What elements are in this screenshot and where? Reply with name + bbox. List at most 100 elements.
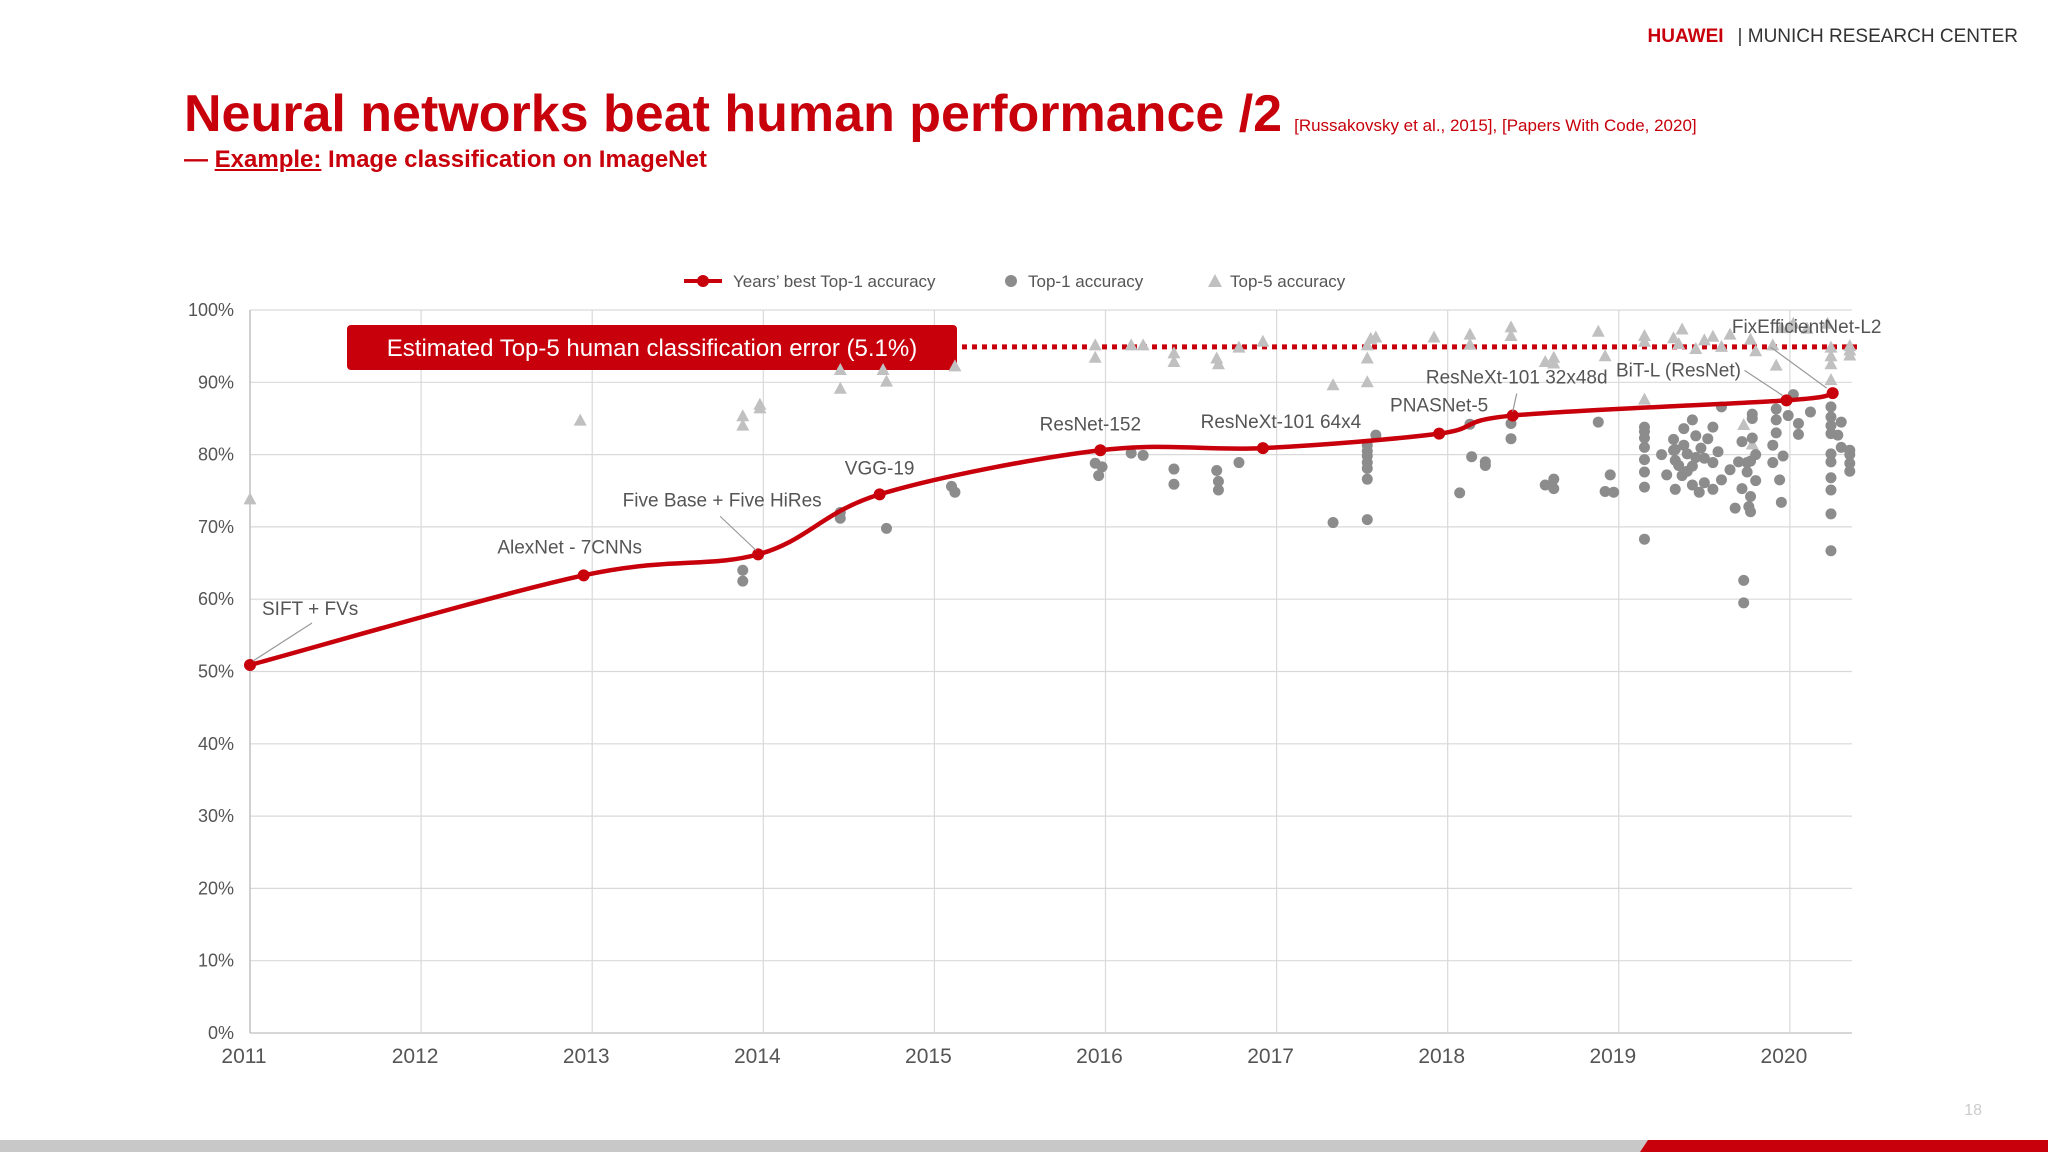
slide-title: Neural networks beat human performance /… bbox=[184, 85, 1283, 143]
top5-point bbox=[1824, 373, 1838, 386]
best-top1-point bbox=[244, 658, 256, 671]
top1-point bbox=[1792, 428, 1804, 440]
model-annotation-label: ResNet-152 bbox=[1040, 414, 1141, 435]
best-top1-point bbox=[752, 548, 765, 561]
top5-point bbox=[1124, 338, 1138, 351]
best-top1-point bbox=[1780, 394, 1793, 407]
top5-point bbox=[1504, 320, 1518, 333]
top1-point bbox=[1825, 472, 1837, 484]
top1-point bbox=[1767, 439, 1779, 451]
top1-point bbox=[737, 564, 749, 576]
y-tick-label: 70% bbox=[198, 517, 234, 537]
top5-point bbox=[833, 363, 847, 376]
top1-point bbox=[1479, 459, 1491, 471]
top1-point bbox=[1548, 473, 1560, 485]
annotation-leader bbox=[1770, 346, 1828, 389]
top1-point bbox=[1745, 455, 1757, 467]
top1-point bbox=[1775, 496, 1787, 508]
y-tick-label: 90% bbox=[198, 372, 234, 392]
top1-point bbox=[1707, 457, 1719, 469]
top1-point bbox=[1693, 486, 1705, 498]
top1-point bbox=[1750, 475, 1762, 487]
top5-point bbox=[1088, 350, 1102, 363]
top1-point bbox=[1168, 463, 1180, 475]
top1-point bbox=[1638, 441, 1650, 453]
org-name: | MUNICH RESEARCH CENTER bbox=[1737, 26, 2018, 47]
top5-point bbox=[1824, 340, 1838, 353]
y-tick-label: 80% bbox=[198, 445, 234, 465]
x-tick-label: 2012 bbox=[392, 1045, 439, 1068]
top5-point bbox=[1697, 333, 1711, 346]
top1-point bbox=[1212, 475, 1224, 487]
top1-point bbox=[1707, 421, 1719, 433]
top1-point bbox=[1825, 411, 1837, 423]
subtitle-example-label: Example: bbox=[214, 146, 322, 173]
subtitle-text: Image classification on ImageNet bbox=[321, 146, 707, 173]
footer-bar bbox=[0, 1140, 2048, 1152]
top1-point bbox=[1125, 447, 1137, 459]
y-tick-label: 40% bbox=[198, 734, 234, 754]
brand-header: HUAWEI | MUNICH RESEARCH CENTER bbox=[1648, 26, 2018, 48]
top5-point bbox=[1667, 331, 1681, 344]
top5-point bbox=[1637, 329, 1651, 342]
best-top1-point bbox=[873, 488, 886, 501]
top5-point bbox=[1088, 338, 1102, 351]
top1-point bbox=[1638, 481, 1650, 493]
x-tick-label: 2011 bbox=[221, 1045, 266, 1068]
top1-point bbox=[1211, 465, 1223, 477]
annotation-leader bbox=[1744, 369, 1783, 396]
top1-point bbox=[1678, 423, 1690, 435]
annotation-leader bbox=[1512, 393, 1518, 412]
top1-point bbox=[1844, 465, 1856, 477]
top1-point bbox=[949, 486, 961, 498]
model-annotation-label: ResNeXt-101 64x4 bbox=[1201, 412, 1362, 433]
top1-point bbox=[1638, 421, 1650, 433]
top5-point bbox=[1824, 349, 1838, 362]
top1-point bbox=[1604, 469, 1616, 481]
top1-point bbox=[1844, 457, 1856, 469]
top1-point bbox=[1844, 444, 1856, 456]
best-top1-line bbox=[249, 390, 1834, 668]
model-annotation-label: AlexNet - 7CNNs bbox=[497, 537, 642, 558]
top1-point bbox=[1736, 483, 1748, 495]
top1-point bbox=[1746, 408, 1758, 420]
top5-point bbox=[1538, 355, 1552, 368]
top1-point bbox=[1466, 451, 1478, 463]
top5-point bbox=[1427, 330, 1441, 343]
x-tick-label: 2014 bbox=[734, 1045, 781, 1068]
top5-point bbox=[1326, 378, 1340, 391]
top5-point bbox=[1463, 327, 1477, 340]
top5-point bbox=[1675, 322, 1689, 335]
top5-point bbox=[876, 363, 890, 376]
top5-point bbox=[753, 401, 767, 414]
model-annotation-label: VGG-19 bbox=[845, 458, 915, 479]
legend-top5-marker bbox=[1208, 274, 1222, 287]
y-tick-label: 30% bbox=[198, 806, 234, 826]
top1-point bbox=[1361, 473, 1373, 485]
annotation-leader bbox=[719, 515, 757, 551]
top5-point bbox=[1598, 349, 1612, 362]
top1-point bbox=[1638, 454, 1650, 466]
top5-point bbox=[1136, 338, 1150, 351]
top5-point bbox=[1211, 357, 1225, 370]
top1-point bbox=[1792, 418, 1804, 430]
y-tick-label: 10% bbox=[198, 951, 234, 971]
top1-point bbox=[1777, 450, 1789, 462]
top1-point bbox=[1454, 487, 1466, 499]
top1-point bbox=[1661, 469, 1673, 481]
x-tick-label: 2017 bbox=[1247, 1045, 1294, 1068]
y-tick-label: 50% bbox=[198, 662, 234, 682]
legend-label-top5: Top-5 accuracy bbox=[1230, 272, 1346, 291]
y-tick-label: 100% bbox=[188, 300, 234, 320]
top1-point bbox=[1592, 416, 1604, 428]
top5-point bbox=[879, 374, 893, 387]
top1-point bbox=[1093, 470, 1105, 482]
top5-point bbox=[1167, 355, 1181, 368]
top1-point bbox=[1712, 446, 1724, 458]
top1-point bbox=[1695, 442, 1707, 454]
top1-point bbox=[1686, 460, 1698, 472]
human-error-box bbox=[347, 325, 957, 370]
top1-point bbox=[1638, 466, 1650, 478]
slide-references: [Russakovsky et al., 2015], [Papers With… bbox=[1294, 116, 1697, 135]
model-annotation-label: SIFT + FVs bbox=[262, 599, 358, 620]
